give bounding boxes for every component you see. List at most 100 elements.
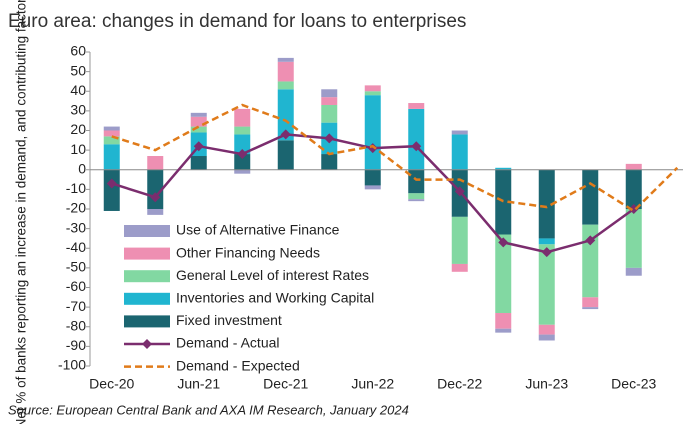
y-tick-label: 30: [70, 102, 86, 118]
bar-segment: [451, 134, 468, 170]
bar-segment: [451, 130, 468, 135]
bar-segment: [103, 126, 120, 131]
legend-label: Inventories and Working Capital: [176, 290, 374, 306]
bar-segment: [364, 91, 381, 96]
bar-segment: [582, 169, 599, 225]
bar-segment: [451, 216, 468, 264]
bar-segment: [277, 61, 294, 82]
y-tick-label: 0: [78, 160, 86, 176]
bar-segment: [495, 234, 512, 314]
x-tick-label: Jun-21: [177, 376, 220, 392]
bar-segment: [625, 163, 642, 170]
bar-segment: [538, 169, 555, 239]
y-tick-label: -40: [66, 239, 86, 255]
bar-segment: [277, 81, 294, 90]
bar-segment: [103, 169, 120, 211]
bar-segment: [582, 307, 599, 310]
y-tick-label: -60: [66, 278, 86, 294]
legend-swatch: [124, 225, 170, 237]
legend-label: Other Financing Needs: [176, 244, 320, 260]
marker: [280, 129, 291, 140]
line: [111, 103, 679, 213]
marker: [498, 237, 509, 248]
bar-segment: [277, 140, 294, 170]
bar-segment: [495, 313, 512, 329]
y-tick-label: 60: [70, 43, 86, 59]
chart-title: Euro area: changes in demand for loans t…: [8, 11, 466, 32]
bar-segment: [190, 126, 207, 133]
bar-segment: [582, 224, 599, 298]
bar-segment: [364, 85, 381, 92]
bar-segment: [321, 104, 338, 123]
marker: [324, 133, 335, 144]
marker: [193, 141, 204, 152]
marker: [106, 178, 117, 189]
legend-label: Demand - Expected: [176, 357, 300, 373]
marker: [628, 204, 639, 214]
x-tick-label: Jun-22: [351, 376, 394, 392]
marker: [585, 235, 596, 246]
y-tick-label: -90: [66, 337, 86, 353]
x-tick-label: Dec-22: [437, 376, 482, 392]
bar-segment: [625, 267, 642, 276]
x-tick-label: Dec-23: [611, 376, 656, 392]
y-tick-label: 10: [70, 141, 86, 157]
y-tick-label: -80: [66, 317, 86, 333]
bar-segment: [408, 103, 425, 109]
legend-label: General Level of interest Rates: [176, 267, 369, 283]
bar-segment: [538, 324, 555, 335]
y-tick-label: -50: [66, 259, 86, 275]
y-tick-label: 20: [70, 121, 86, 137]
bar-segment: [234, 169, 251, 174]
marker: [237, 149, 248, 160]
bar-segment: [190, 156, 207, 170]
legend-label: Fixed investment: [176, 312, 282, 328]
bar-segment: [277, 89, 294, 141]
bar-segment: [408, 169, 425, 194]
bar-segment: [103, 136, 120, 145]
bar-segment: [408, 193, 425, 200]
bar-segment: [538, 334, 555, 341]
bar-segment: [190, 112, 207, 117]
legend-label: Use of Alternative Finance: [176, 222, 340, 238]
legend-marker: [142, 339, 152, 349]
bar-segment: [451, 263, 468, 272]
y-tick-label: -70: [66, 298, 86, 314]
bar-segment: [234, 134, 251, 155]
y-tick-label: -10: [66, 180, 86, 196]
bar-segment: [582, 297, 599, 308]
bar-segment: [234, 126, 251, 135]
marker: [454, 186, 465, 197]
x-tick-label: Jun-23: [525, 376, 568, 392]
legend-label: Demand - Actual: [176, 335, 280, 351]
bar-segment: [190, 116, 207, 127]
legend-swatch: [124, 315, 170, 328]
bar-segment: [147, 156, 164, 170]
x-tick-label: Dec-21: [263, 376, 308, 392]
bar-segment: [147, 209, 164, 215]
bar-segment: [321, 97, 338, 105]
bar-segment: [495, 328, 512, 333]
bar-segment: [103, 130, 120, 137]
bar-segment: [277, 57, 294, 62]
y-tick-label: -100: [58, 357, 86, 373]
bar-segment: [408, 108, 425, 170]
y-tick-label: 40: [70, 82, 86, 98]
y-tick-label: -20: [66, 200, 86, 216]
bar-segment: [538, 238, 555, 245]
bar-segment: [364, 95, 381, 170]
bar-segment: [234, 154, 251, 170]
bar-segment: [234, 108, 251, 127]
legend-swatch: [124, 270, 170, 283]
bar-segment: [103, 144, 120, 170]
legend-swatch: [124, 247, 170, 260]
y-tick-label: -30: [66, 219, 86, 235]
source: Source: European Central Bank and AXA IM…: [8, 402, 409, 417]
marker: [150, 192, 161, 203]
legend-swatch: [124, 292, 170, 305]
y-axis-label: Net % of banks reporting an increase in …: [14, 0, 29, 424]
bar-segment: [321, 89, 338, 98]
bar-segment: [321, 154, 338, 170]
bar-segment: [147, 169, 164, 209]
